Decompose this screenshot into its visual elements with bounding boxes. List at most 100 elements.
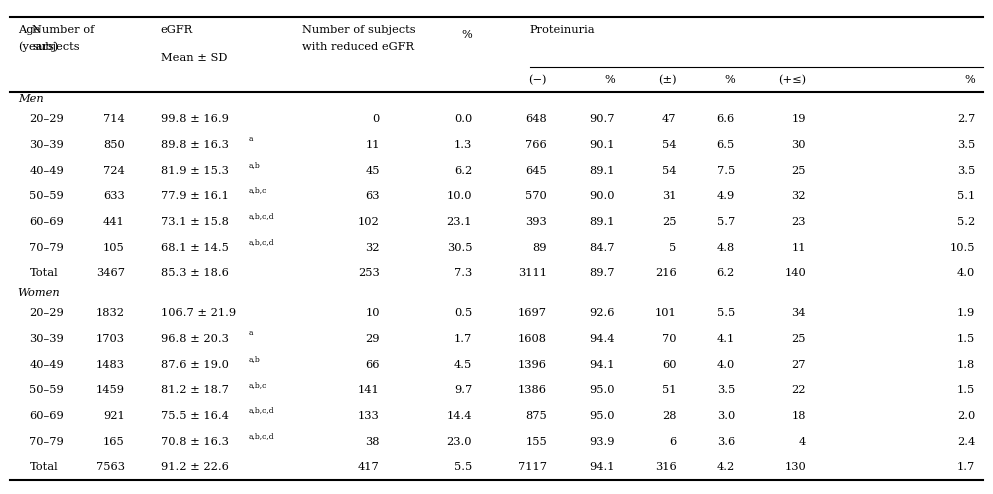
Text: 70.8 ± 16.3: 70.8 ± 16.3 — [161, 437, 228, 447]
Text: 60–69: 60–69 — [30, 411, 65, 421]
Text: 94.1: 94.1 — [590, 462, 616, 472]
Text: 4: 4 — [798, 437, 806, 447]
Text: 253: 253 — [357, 268, 379, 278]
Text: 89: 89 — [532, 243, 547, 252]
Text: 6: 6 — [669, 437, 676, 447]
Text: 81.2 ± 18.7: 81.2 ± 18.7 — [161, 385, 228, 395]
Text: 22: 22 — [791, 385, 806, 395]
Text: 101: 101 — [654, 308, 676, 318]
Text: 30–39: 30–39 — [30, 140, 65, 150]
Text: 714: 714 — [103, 114, 125, 124]
Text: 1697: 1697 — [518, 308, 547, 318]
Text: a,b,c,d: a,b,c,d — [248, 212, 274, 220]
Text: eGFR: eGFR — [161, 25, 193, 35]
Text: 89.7: 89.7 — [590, 268, 616, 278]
Text: 66: 66 — [365, 360, 379, 370]
Text: 90.0: 90.0 — [590, 191, 616, 201]
Text: 89.8 ± 16.3: 89.8 ± 16.3 — [161, 140, 228, 150]
Text: 3.6: 3.6 — [717, 437, 735, 447]
Text: 1.9: 1.9 — [957, 308, 975, 318]
Text: 60–69: 60–69 — [30, 217, 65, 227]
Text: 31: 31 — [662, 191, 676, 201]
Text: 81.9 ± 15.3: 81.9 ± 15.3 — [161, 165, 228, 175]
Text: 105: 105 — [103, 243, 125, 252]
Text: 393: 393 — [525, 217, 547, 227]
Text: 25: 25 — [791, 334, 806, 344]
Text: 75.5 ± 16.4: 75.5 ± 16.4 — [161, 411, 228, 421]
Text: 91.2 ± 22.6: 91.2 ± 22.6 — [161, 462, 228, 472]
Text: 130: 130 — [784, 462, 806, 472]
Text: 70: 70 — [662, 334, 676, 344]
Text: 102: 102 — [357, 217, 379, 227]
Text: 92.6: 92.6 — [590, 308, 616, 318]
Text: %: % — [605, 75, 616, 85]
Text: 141: 141 — [357, 385, 379, 395]
Text: 4.2: 4.2 — [717, 462, 735, 472]
Text: 850: 850 — [103, 140, 125, 150]
Text: 34: 34 — [791, 308, 806, 318]
Text: 1.5: 1.5 — [957, 385, 975, 395]
Text: 0: 0 — [372, 114, 379, 124]
Text: 4.8: 4.8 — [717, 243, 735, 252]
Text: a,b: a,b — [248, 355, 260, 363]
Text: 6.2: 6.2 — [454, 165, 473, 175]
Text: 1396: 1396 — [518, 360, 547, 370]
Text: 441: 441 — [103, 217, 125, 227]
Text: 5.5: 5.5 — [454, 462, 473, 472]
Text: 87.6 ± 19.0: 87.6 ± 19.0 — [161, 360, 228, 370]
Text: (−): (−) — [528, 75, 547, 85]
Text: 5.5: 5.5 — [717, 308, 735, 318]
Text: 155: 155 — [525, 437, 547, 447]
Text: 724: 724 — [103, 165, 125, 175]
Text: subjects: subjects — [33, 41, 80, 51]
Text: 54: 54 — [662, 165, 676, 175]
Text: a,b,c: a,b,c — [248, 187, 267, 195]
Text: 18: 18 — [791, 411, 806, 421]
Text: (years): (years) — [18, 41, 58, 52]
Text: 7563: 7563 — [95, 462, 125, 472]
Text: 6.2: 6.2 — [717, 268, 735, 278]
Text: 68.1 ± 14.5: 68.1 ± 14.5 — [161, 243, 228, 252]
Text: 2.4: 2.4 — [957, 437, 975, 447]
Text: 50–59: 50–59 — [30, 385, 65, 395]
Text: Men: Men — [18, 94, 44, 104]
Text: 133: 133 — [357, 411, 379, 421]
Text: 6.5: 6.5 — [717, 140, 735, 150]
Text: 7.3: 7.3 — [454, 268, 473, 278]
Text: 27: 27 — [791, 360, 806, 370]
Text: 19: 19 — [791, 114, 806, 124]
Text: a,b,c,d: a,b,c,d — [248, 238, 274, 246]
Text: 32: 32 — [791, 191, 806, 201]
Text: 4.0: 4.0 — [957, 268, 975, 278]
Text: 1.7: 1.7 — [957, 462, 975, 472]
Text: a,b,c: a,b,c — [248, 381, 267, 389]
Text: Number of subjects: Number of subjects — [302, 25, 415, 35]
Text: 90.1: 90.1 — [590, 140, 616, 150]
Text: 95.0: 95.0 — [590, 385, 616, 395]
Text: 3467: 3467 — [95, 268, 125, 278]
Text: 5: 5 — [669, 243, 676, 252]
Text: 2.0: 2.0 — [957, 411, 975, 421]
Text: 90.7: 90.7 — [590, 114, 616, 124]
Text: 3111: 3111 — [518, 268, 547, 278]
Text: 633: 633 — [103, 191, 125, 201]
Text: 3.5: 3.5 — [717, 385, 735, 395]
Text: 766: 766 — [525, 140, 547, 150]
Text: 4.9: 4.9 — [717, 191, 735, 201]
Text: 4.0: 4.0 — [717, 360, 735, 370]
Text: 0.0: 0.0 — [454, 114, 473, 124]
Text: 94.4: 94.4 — [590, 334, 616, 344]
Text: Age: Age — [18, 25, 40, 35]
Text: Women: Women — [18, 288, 61, 298]
Text: 4.1: 4.1 — [717, 334, 735, 344]
Text: 89.1: 89.1 — [590, 217, 616, 227]
Text: 645: 645 — [525, 165, 547, 175]
Text: Proteinuria: Proteinuria — [529, 25, 595, 35]
Text: (+≤): (+≤) — [778, 75, 806, 85]
Text: 570: 570 — [525, 191, 547, 201]
Text: 10.0: 10.0 — [447, 191, 473, 201]
Text: 70–79: 70–79 — [30, 437, 65, 447]
Text: a,b,c,d: a,b,c,d — [248, 432, 274, 440]
Text: 94.1: 94.1 — [590, 360, 616, 370]
Text: 165: 165 — [103, 437, 125, 447]
